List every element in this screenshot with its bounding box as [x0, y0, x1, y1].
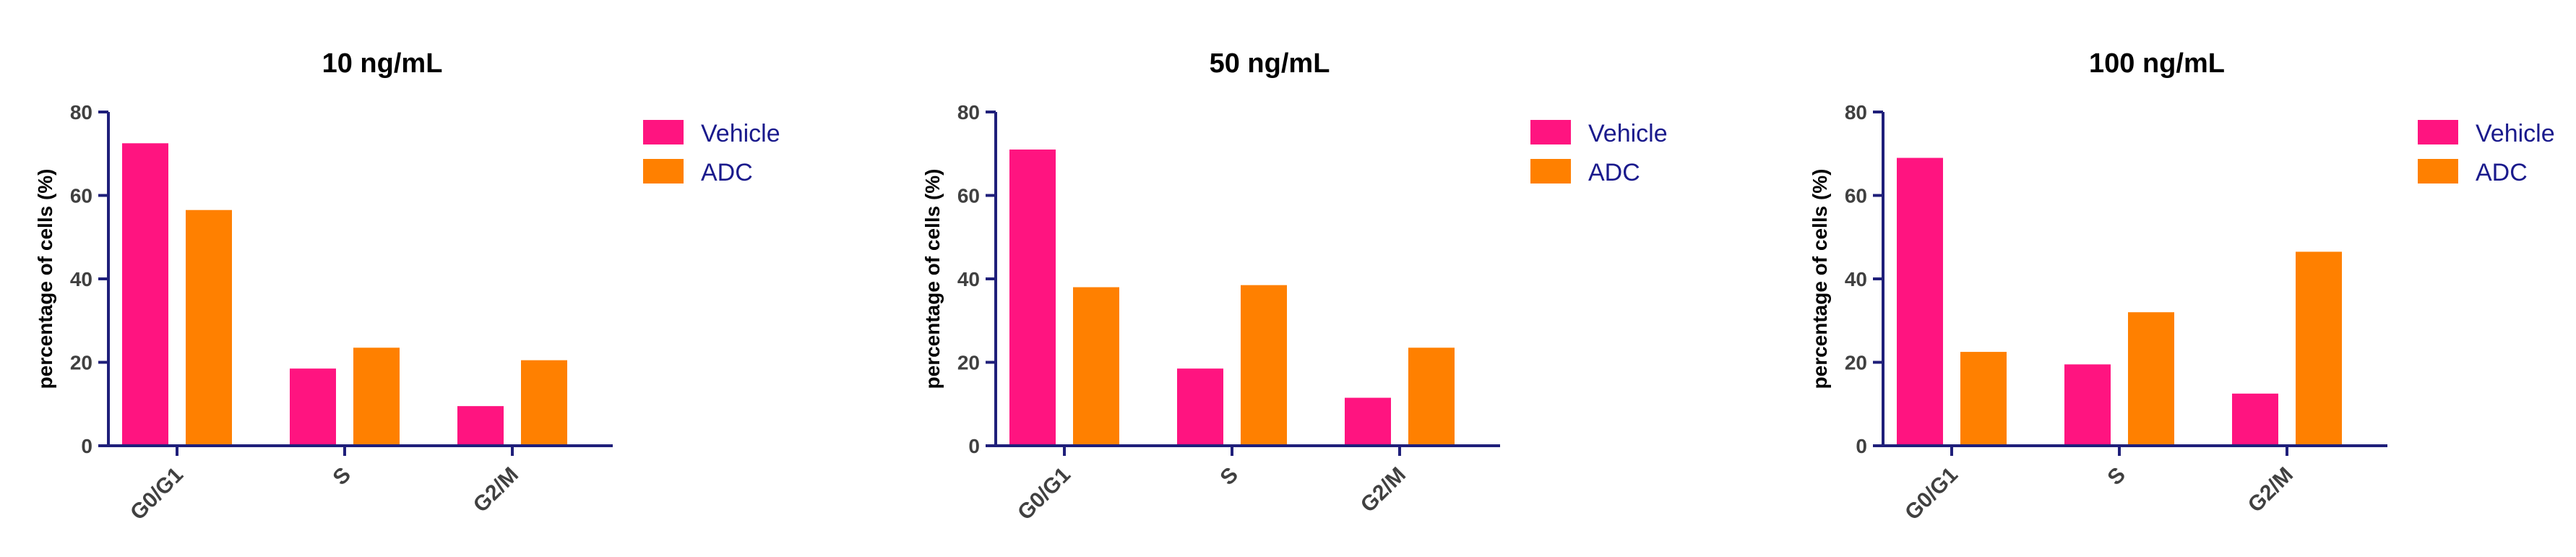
bar-vehicle-s — [1177, 368, 1223, 446]
legend-swatch-vehicle — [2418, 120, 2458, 144]
legend-label-vehicle: Vehicle — [701, 120, 780, 147]
chart-panel-3: 100 ng/mL percentage of cells (%) 0 20 40 60 8… — [1809, 48, 2555, 524]
bar-adc-s — [1241, 285, 1287, 446]
legend: Vehicle ADC — [1530, 120, 1668, 186]
bar-adc-s — [2128, 312, 2174, 446]
y-tick-label: 20 — [1845, 352, 1867, 374]
y-axis-label: percentage of cells (%) — [921, 169, 944, 389]
bar-adc-g2-m — [2296, 251, 2342, 446]
bar-adc-s — [353, 347, 400, 446]
legend-swatch-vehicle — [643, 120, 684, 144]
x-tick-label: S — [328, 463, 355, 490]
y-tick-label: 80 — [957, 101, 980, 124]
bar-adc-g0-g1 — [1073, 287, 1119, 446]
bar-adc-g0-g1 — [1960, 352, 2007, 446]
bar-vehicle-g0-g1 — [1897, 157, 1943, 446]
x-tick-label: G2/M — [469, 463, 523, 517]
chart-panel-2: 50 ng/mL percentage of cells (%) 0 20 40 60 80… — [921, 48, 1668, 524]
legend: Vehicle ADC — [2418, 120, 2555, 186]
chart-title: 100 ng/mL — [2089, 48, 2225, 79]
x-tick-label: G2/M — [1356, 463, 1410, 517]
legend-swatch-adc — [643, 159, 684, 183]
y-tick-label: 80 — [70, 101, 92, 124]
x-tick-label: G0/G1 — [1013, 463, 1075, 525]
x-tick-label: G0/G1 — [1900, 463, 1963, 525]
legend-label-adc: ADC — [701, 159, 753, 186]
bar-vehicle-s — [290, 368, 336, 446]
legend-label-adc: ADC — [1588, 159, 1640, 186]
x-tick-label: S — [1215, 463, 1242, 490]
y-axis-label: percentage of cells (%) — [34, 169, 56, 389]
bar-vehicle-s — [2064, 364, 2111, 446]
chart-title: 50 ng/mL — [1210, 48, 1330, 79]
y-tick-label: 60 — [957, 185, 980, 207]
y-axis-label: percentage of cells (%) — [1809, 169, 1831, 389]
legend-label-vehicle: Vehicle — [1588, 120, 1668, 147]
y-tick-label: 80 — [1845, 101, 1867, 124]
legend-label-vehicle: Vehicle — [2476, 120, 2555, 147]
bar-adc-g2-m — [521, 360, 567, 446]
bar-vehicle-g2-m — [1345, 397, 1391, 446]
y-tick-label: 0 — [968, 435, 980, 457]
y-tick-label: 0 — [81, 435, 92, 457]
x-tick-label: G0/G1 — [126, 463, 188, 525]
y-tick-label: 60 — [1845, 185, 1867, 207]
bar-vehicle-g0-g1 — [122, 143, 168, 446]
legend-swatch-vehicle — [1530, 120, 1571, 144]
x-tick-label: S — [2103, 463, 2129, 490]
legend-swatch-adc — [2418, 159, 2458, 183]
bar-adc-g2-m — [1408, 347, 1455, 446]
legend-label-adc: ADC — [2476, 159, 2528, 186]
legend-swatch-adc — [1530, 159, 1571, 183]
y-tick-label: 40 — [1845, 268, 1867, 290]
y-tick-label: 40 — [957, 268, 980, 290]
y-tick-label: 40 — [70, 268, 92, 290]
bar-vehicle-g2-m — [2232, 393, 2278, 446]
y-tick-label: 60 — [70, 185, 92, 207]
bar-vehicle-g2-m — [457, 406, 504, 446]
bar-vehicle-g0-g1 — [1009, 149, 1056, 446]
chart-title: 10 ng/mL — [322, 48, 443, 79]
x-tick-label: G2/M — [2244, 463, 2298, 517]
y-tick-label: 20 — [957, 352, 980, 374]
bar-adc-g0-g1 — [186, 210, 232, 446]
y-tick-label: 0 — [1856, 435, 1867, 457]
chart-panel-1: 10 ng/mL percentage of cells (%) 0 20 40 60 80… — [34, 48, 780, 524]
y-tick-label: 20 — [70, 352, 92, 374]
legend: Vehicle ADC — [643, 120, 780, 186]
